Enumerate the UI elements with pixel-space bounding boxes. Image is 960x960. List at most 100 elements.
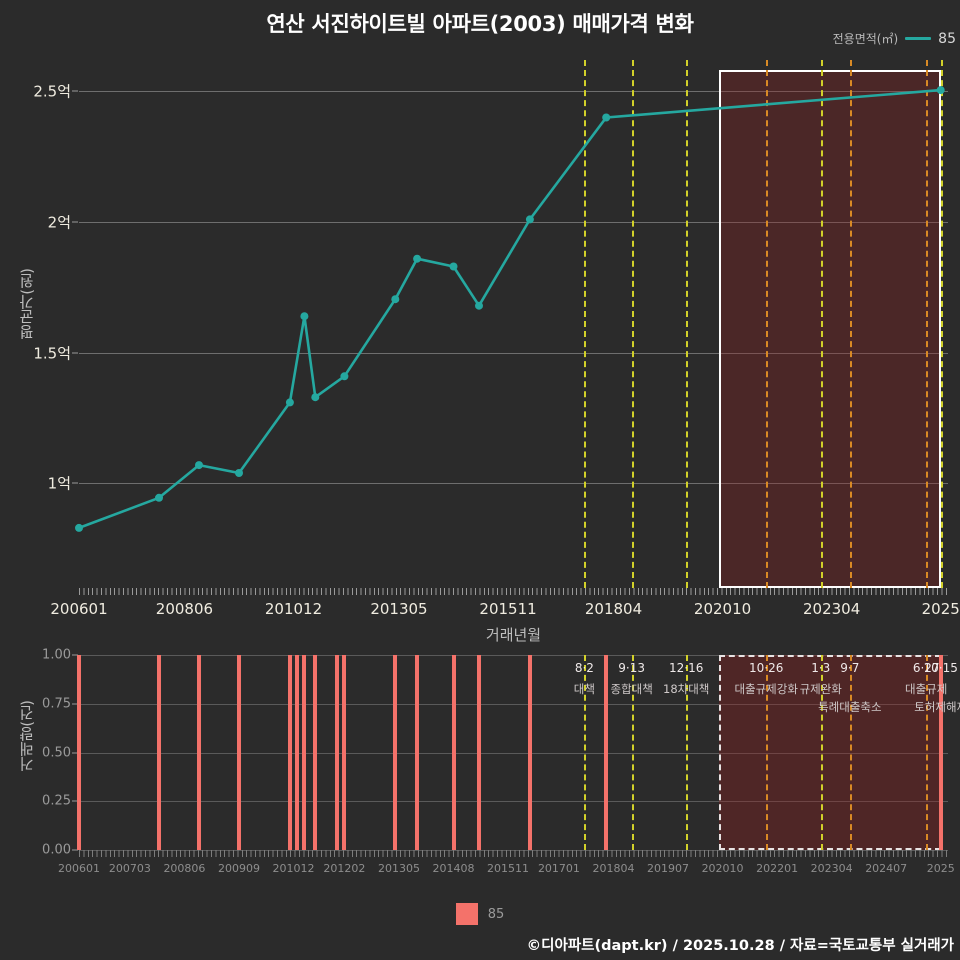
bar[interactable]: [342, 655, 347, 850]
line-chart-plot-area: 2.5억 2억 1.5억 1억 200601 200806 201012 201305 201…: [33, 60, 960, 644]
top-y-axis-title: 평균가(원): [18, 268, 36, 340]
data-point[interactable]: [449, 262, 458, 271]
event-date-label: 12·16: [669, 661, 704, 675]
top-x-ruler: [79, 588, 948, 595]
bar[interactable]: [938, 655, 943, 850]
data-point[interactable]: [602, 113, 611, 122]
y-tick-label: 0.75: [42, 696, 71, 712]
bar[interactable]: [451, 655, 456, 850]
bar[interactable]: [604, 655, 609, 850]
event-date-label: 9·7: [840, 661, 860, 675]
event-name-label: 종합대책: [610, 682, 653, 696]
bar[interactable]: [156, 655, 161, 850]
data-point[interactable]: [936, 86, 945, 95]
data-point[interactable]: [311, 393, 320, 402]
top-x-axis-title: 거래년월: [485, 626, 542, 644]
x-tick-label: 202010: [693, 600, 752, 618]
event-line-t: [926, 60, 929, 588]
data-point[interactable]: [75, 523, 83, 532]
highlight-region: [718, 70, 941, 588]
event-name-label: 대출규제: [905, 682, 948, 696]
event-name-label: 18차대책: [663, 682, 710, 696]
data-point[interactable]: [413, 254, 422, 263]
event-line-b: [686, 655, 689, 850]
bar[interactable]: [335, 655, 340, 850]
legend-top-label: 전용면적(㎡): [832, 32, 899, 46]
x-tick-label: 201804: [584, 600, 643, 618]
y-tick-mark: [72, 90, 78, 92]
y-tick-label: 0.25: [42, 793, 71, 809]
x-tick-label: 200806: [163, 862, 206, 875]
x-tick-label: 201012: [264, 600, 323, 618]
gridline: [79, 483, 948, 485]
event-line-b: [631, 655, 634, 850]
x-tick-label: 202304: [810, 862, 853, 875]
bar[interactable]: [302, 655, 307, 850]
gridline: [79, 91, 948, 93]
event-line-t: [584, 60, 587, 588]
data-point[interactable]: [235, 469, 243, 477]
gridline: [79, 222, 948, 224]
event-name-label: 규제완화: [799, 682, 842, 696]
y-tick-label: 0.50: [42, 745, 71, 760]
y-tick-mark: [72, 849, 78, 851]
gridline: [79, 352, 948, 354]
bar[interactable]: [415, 655, 420, 850]
x-tick-label: 201202: [323, 862, 366, 875]
y-tick-label: 1억: [47, 474, 71, 493]
x-tick-label: 201012: [272, 862, 315, 875]
y-tick-mark: [72, 654, 78, 656]
bar[interactable]: [476, 655, 481, 850]
x-tick-label: 201511: [487, 862, 530, 875]
data-point[interactable]: [155, 493, 163, 502]
event-line-t: [849, 60, 852, 588]
event-name-label: 특례대출축소: [818, 700, 882, 714]
bar[interactable]: [236, 655, 241, 850]
y-tick-mark: [72, 352, 78, 354]
y-tick-mark: [72, 221, 78, 223]
event-name-label: 대출규제강화: [734, 682, 798, 696]
bar[interactable]: [295, 655, 300, 850]
legend-top-value: 85: [938, 30, 956, 47]
bar[interactable]: [393, 655, 398, 850]
line-series-svg: [75, 86, 945, 532]
legend-line-swatch-icon: [905, 37, 932, 40]
x-tick-label: 201907: [647, 862, 690, 875]
data-point[interactable]: [195, 461, 203, 470]
event-date-label: 10·26: [749, 661, 784, 675]
event-line-t: [631, 60, 634, 588]
y-tick-mark: [72, 703, 78, 705]
data-point[interactable]: [391, 295, 400, 304]
x-tick-label: 202010: [701, 862, 744, 875]
event-line-t: [686, 60, 689, 588]
event-name-label: 토허제해제: [914, 700, 960, 714]
x-tick-label: 200601: [50, 600, 108, 618]
x-tick-label: 2025: [926, 862, 955, 875]
event-line-t: [820, 60, 823, 588]
gridline: [79, 801, 948, 803]
bar[interactable]: [287, 655, 292, 850]
event-date-label: 1·3: [811, 661, 831, 675]
bar[interactable]: [313, 655, 318, 850]
data-point[interactable]: [525, 215, 534, 224]
event-line-b: [584, 655, 587, 850]
data-point[interactable]: [340, 372, 349, 381]
y-tick-label: 0.00: [42, 842, 71, 858]
bar[interactable]: [77, 655, 81, 850]
highlight-region-bottom: [718, 655, 941, 850]
event-line-t: [940, 60, 943, 588]
event-name-label: 대책: [573, 682, 595, 696]
x-tick-label: 202201: [756, 862, 799, 875]
data-point[interactable]: [285, 398, 294, 407]
event-line-b: [849, 655, 852, 850]
event-line-b: [766, 655, 769, 850]
bar[interactable]: [527, 655, 532, 850]
bar[interactable]: [196, 655, 201, 850]
data-point[interactable]: [300, 312, 309, 321]
x-tick-label: 202407: [865, 862, 908, 875]
x-tick-label: 2025: [921, 600, 960, 618]
data-point[interactable]: [475, 301, 483, 310]
legend-bar-swatch-icon: [455, 903, 478, 925]
page-title: 연산 서진하이트빌 아파트(2003) 매매가격 변화: [266, 12, 694, 36]
